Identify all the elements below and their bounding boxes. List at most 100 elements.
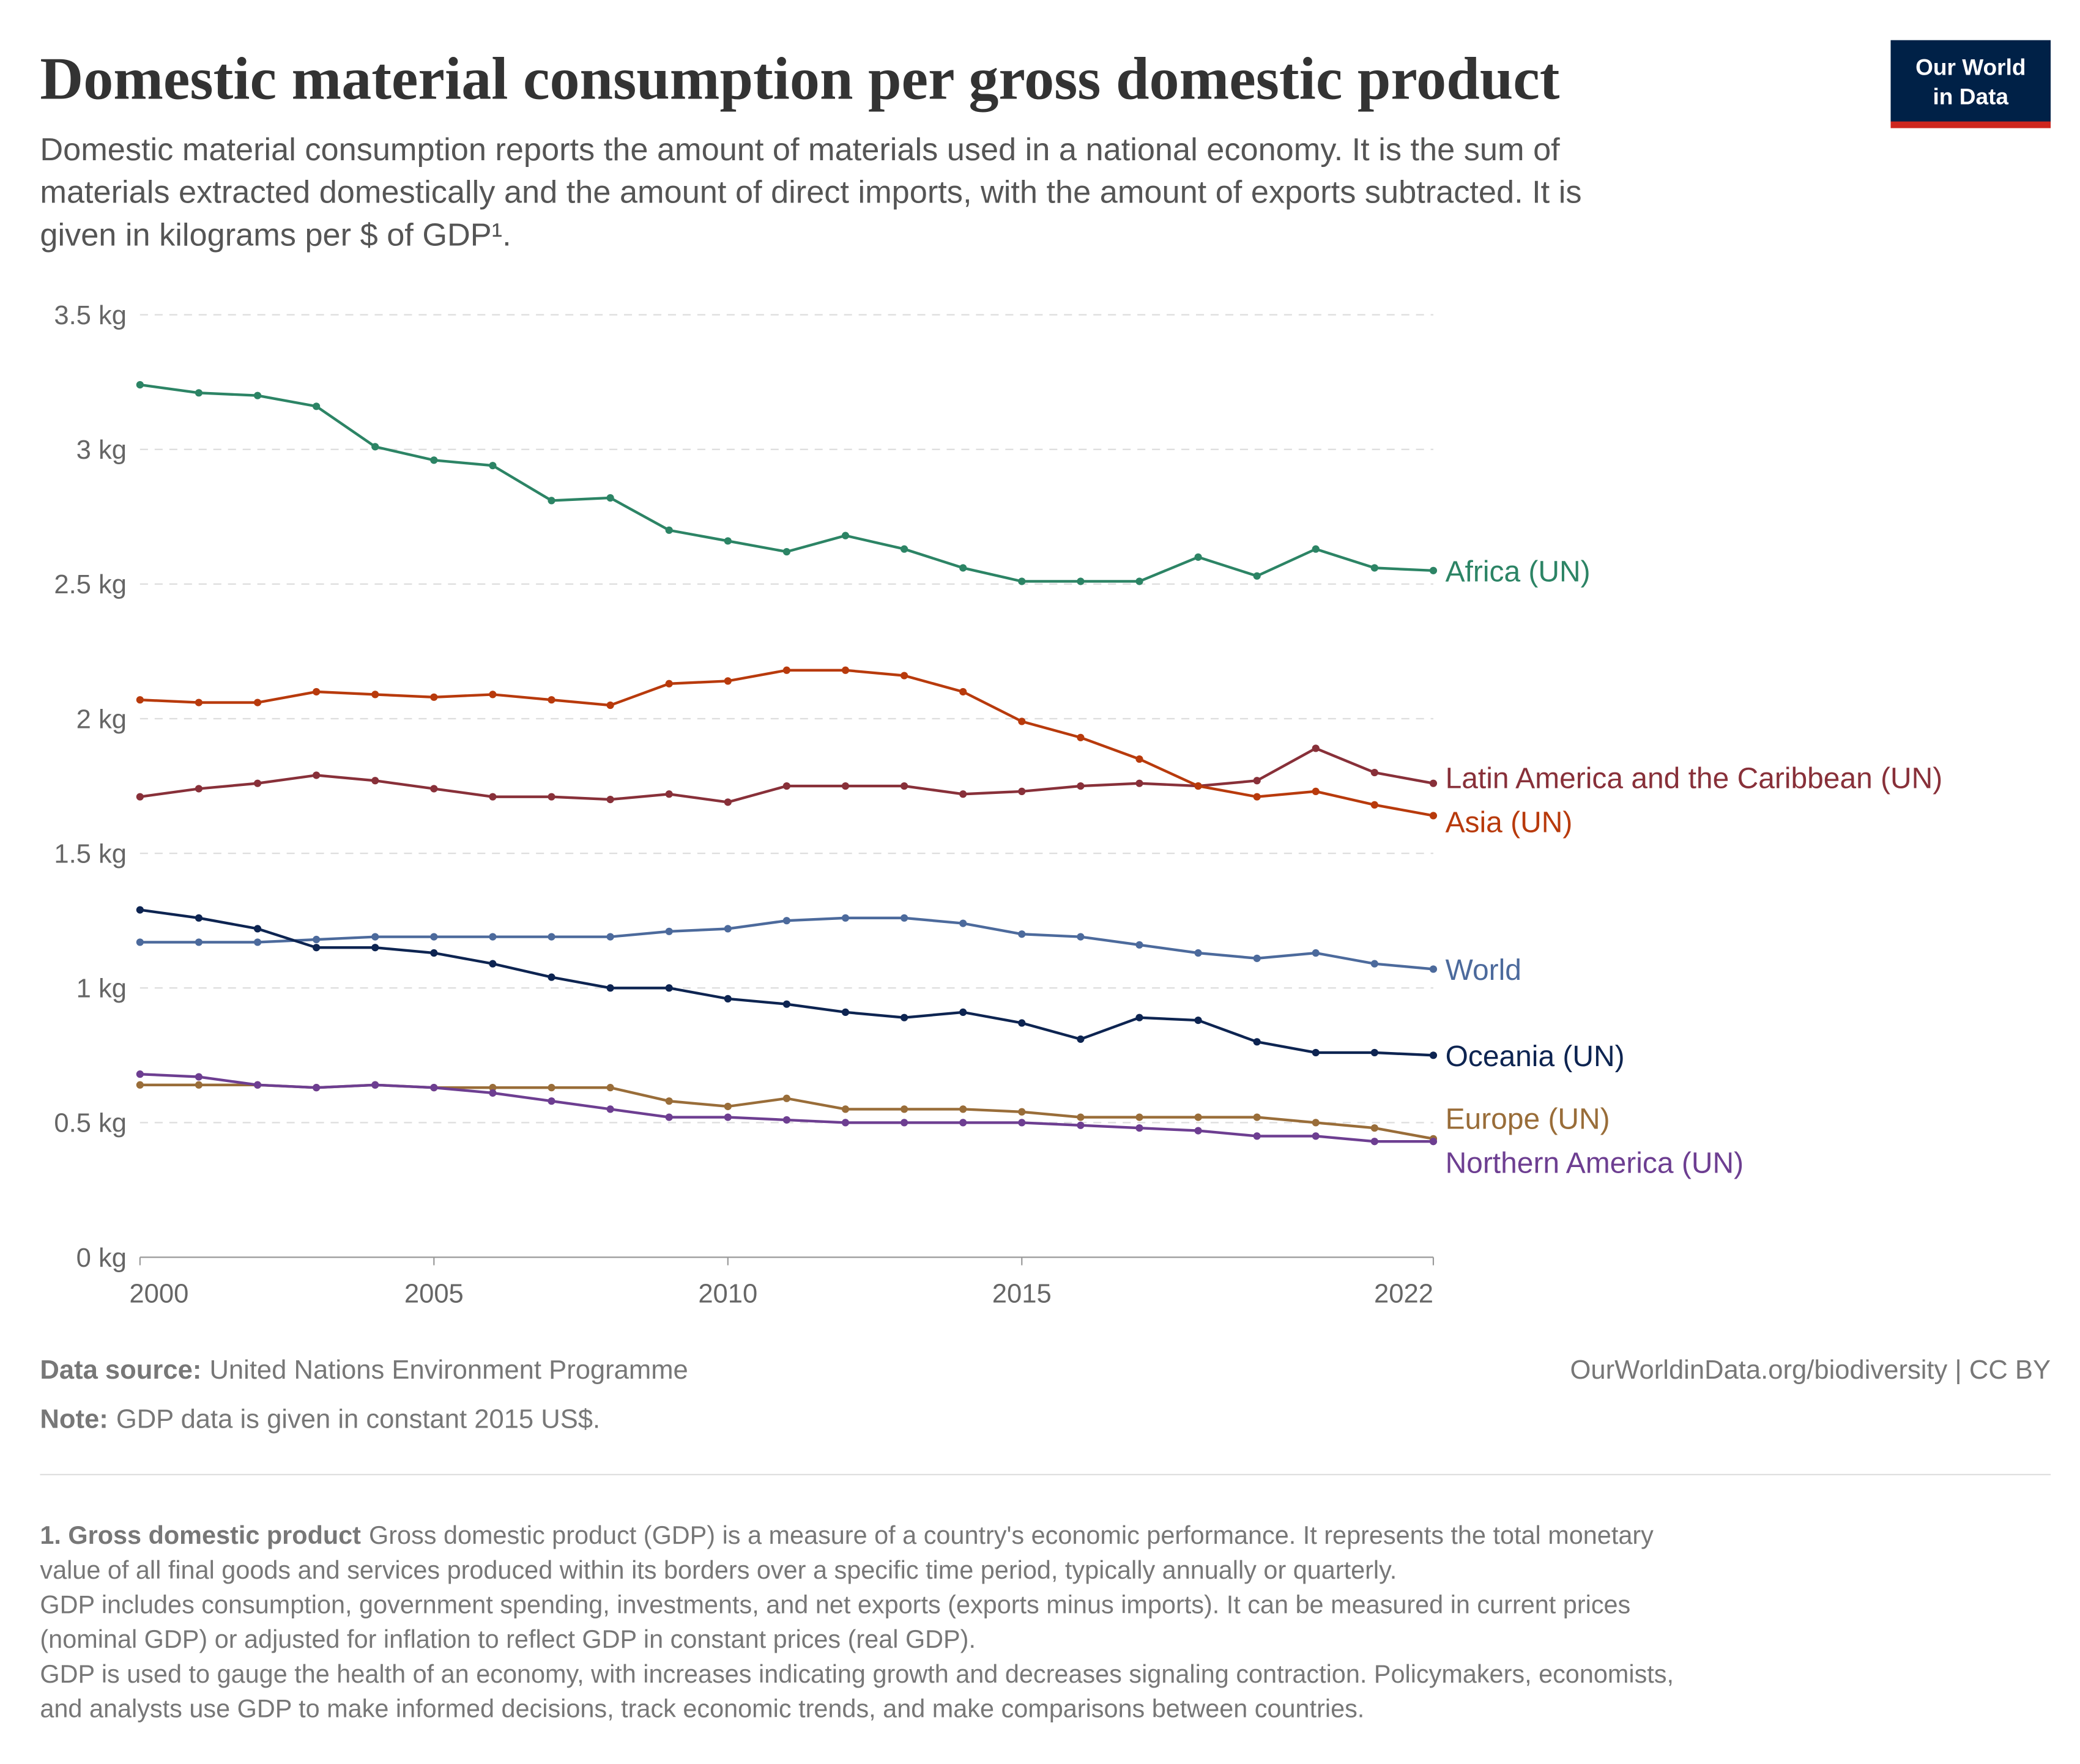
- point: [900, 1105, 908, 1113]
- point: [606, 984, 614, 992]
- point: [1077, 1113, 1085, 1121]
- footnote: and analysts use GDP to make informed de…: [40, 1694, 1364, 1722]
- point: [782, 1116, 790, 1124]
- point: [1429, 812, 1438, 820]
- point: [313, 1084, 321, 1092]
- y-tick-label: 3.5 kg: [54, 301, 127, 330]
- point: [724, 1102, 732, 1111]
- point: [1429, 1051, 1438, 1059]
- y-tick-label: 2 kg: [76, 705, 127, 734]
- point: [1018, 1108, 1026, 1116]
- point: [1253, 954, 1261, 962]
- point: [1194, 1113, 1202, 1121]
- footer-part: United Nations Environment Programme: [209, 1355, 688, 1385]
- point: [253, 1081, 262, 1089]
- point: [1077, 733, 1085, 741]
- point: [548, 793, 555, 801]
- point: [1135, 779, 1143, 787]
- point: [841, 1119, 850, 1127]
- point: [841, 1105, 850, 1113]
- point: [195, 914, 203, 922]
- y-tick-label: 1.5 kg: [54, 839, 127, 869]
- point: [1429, 779, 1438, 787]
- point: [313, 771, 321, 779]
- point: [900, 914, 908, 922]
- credit: OurWorldinData.org/biodiversity | CC BY: [1570, 1355, 2051, 1385]
- point: [724, 798, 732, 806]
- point: [841, 782, 850, 790]
- point: [253, 779, 262, 787]
- point: [1312, 1048, 1320, 1057]
- point: [1018, 787, 1026, 795]
- point: [1253, 572, 1261, 580]
- point: [136, 380, 144, 389]
- point: [1429, 1138, 1438, 1146]
- legend-label: Africa (UN): [1446, 555, 1591, 588]
- x-tick-label: 2022: [1374, 1280, 1433, 1309]
- point: [1018, 717, 1026, 725]
- point: [1370, 1138, 1378, 1146]
- point: [1312, 1132, 1320, 1140]
- point: [253, 938, 262, 946]
- point: [841, 914, 850, 922]
- point: [665, 680, 673, 687]
- point: [371, 691, 379, 699]
- point: [1135, 1124, 1143, 1132]
- point: [548, 1084, 555, 1092]
- subtitle: given in kilograms per $ of GDP¹.: [40, 217, 511, 253]
- x-tick-label: 2000: [129, 1280, 188, 1309]
- point: [313, 687, 321, 696]
- point: [959, 1119, 967, 1127]
- point: [1253, 777, 1261, 785]
- point: [1077, 577, 1085, 585]
- point: [665, 984, 673, 992]
- point: [724, 995, 732, 1002]
- point: [489, 462, 497, 470]
- point: [841, 532, 850, 539]
- point: [195, 1073, 203, 1081]
- point: [1253, 1113, 1261, 1121]
- point: [136, 906, 144, 914]
- legend-label: Europe (UN): [1446, 1103, 1610, 1135]
- footnote-line: (nominal GDP) or adjusted for inflation …: [40, 1625, 976, 1653]
- logo-text: Our World: [1915, 54, 2026, 80]
- point: [665, 1097, 673, 1105]
- point: [959, 790, 967, 798]
- footnote: GDP includes consumption, government spe…: [40, 1590, 1630, 1618]
- point: [724, 1113, 732, 1121]
- point: [136, 1070, 144, 1078]
- point: [1370, 1048, 1378, 1057]
- point: [136, 1081, 144, 1089]
- chart-title: Domestic material consumption per gross …: [40, 46, 1559, 113]
- point: [1312, 949, 1320, 957]
- footer-text: Data source: United Nations Environment P…: [40, 1355, 688, 1385]
- point: [371, 933, 379, 941]
- point: [1018, 1019, 1026, 1027]
- point: [959, 564, 967, 572]
- point: [136, 793, 144, 801]
- point: [1135, 941, 1143, 949]
- point: [1077, 933, 1085, 941]
- footer-part: Data source:: [40, 1355, 201, 1385]
- point: [900, 672, 908, 680]
- y-tick-label: 2.5 kg: [54, 570, 127, 599]
- point: [782, 917, 790, 925]
- point: [430, 785, 438, 793]
- point: [959, 919, 967, 927]
- point: [548, 973, 555, 981]
- point: [724, 677, 732, 685]
- point: [1135, 1014, 1143, 1021]
- point: [1370, 801, 1378, 809]
- footnote-line: and analysts use GDP to make informed de…: [40, 1694, 1364, 1722]
- point: [371, 944, 379, 952]
- footnote-line: Gross domestic product (GDP) is a measur…: [369, 1521, 1654, 1549]
- legend-label: Northern America (UN): [1446, 1147, 1744, 1179]
- point: [1194, 949, 1202, 957]
- subtitle: Domestic material consumption reports th…: [40, 132, 1560, 168]
- footnote: 1. Gross domestic product Gross domestic …: [40, 1521, 1654, 1549]
- point: [959, 1105, 967, 1113]
- point: [1018, 930, 1026, 938]
- footer-part: GDP data is given in constant 2015 US$.: [116, 1405, 600, 1434]
